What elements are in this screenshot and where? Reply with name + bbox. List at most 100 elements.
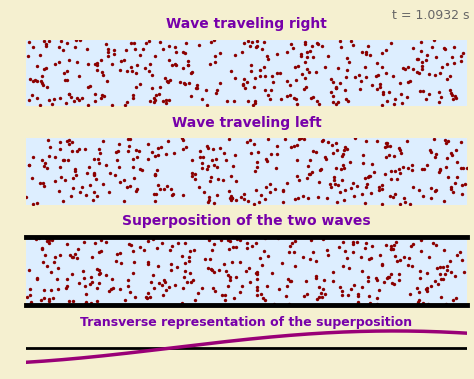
Point xyxy=(404,78,412,85)
Point xyxy=(33,94,41,100)
Point xyxy=(29,44,36,50)
Point xyxy=(317,166,324,172)
Point xyxy=(222,268,229,274)
Point xyxy=(154,245,161,251)
Point xyxy=(342,96,350,102)
Point xyxy=(461,181,469,187)
Point xyxy=(232,197,240,203)
Point xyxy=(83,171,91,177)
Point xyxy=(424,161,431,168)
Point xyxy=(38,157,46,163)
Point xyxy=(252,75,259,81)
Point xyxy=(84,102,91,108)
Point xyxy=(154,145,162,151)
Point xyxy=(324,252,332,258)
Point xyxy=(263,283,271,289)
Point xyxy=(303,175,310,182)
Point xyxy=(29,153,37,160)
Point xyxy=(423,57,430,63)
Point xyxy=(407,291,414,297)
Point xyxy=(305,69,313,75)
Point xyxy=(390,242,398,248)
Point xyxy=(303,54,311,60)
Point xyxy=(210,285,217,291)
Point xyxy=(356,86,364,92)
Point xyxy=(62,177,69,183)
Point xyxy=(388,40,395,46)
Point xyxy=(38,74,46,80)
Point xyxy=(300,293,307,299)
Point xyxy=(33,276,40,282)
Point xyxy=(113,157,120,163)
Point xyxy=(383,275,391,281)
Point xyxy=(338,153,346,159)
Point xyxy=(441,46,449,52)
Point xyxy=(179,300,186,306)
Point xyxy=(367,190,374,196)
Point xyxy=(413,69,421,75)
Point xyxy=(419,66,426,72)
Point xyxy=(191,176,199,182)
Point xyxy=(129,164,137,171)
Point xyxy=(373,86,381,92)
Point xyxy=(424,301,431,307)
Point xyxy=(125,143,133,149)
Point xyxy=(327,185,335,191)
Point xyxy=(382,154,390,160)
Point xyxy=(437,276,445,282)
Point xyxy=(43,165,50,171)
Point xyxy=(365,256,373,262)
Point xyxy=(56,252,64,258)
Point xyxy=(432,154,439,160)
Point xyxy=(150,95,157,101)
Point xyxy=(264,252,272,258)
Point xyxy=(351,193,358,199)
Point xyxy=(130,156,137,162)
Point xyxy=(302,84,310,90)
Point xyxy=(315,101,322,107)
Point xyxy=(74,246,82,252)
Point xyxy=(460,269,467,275)
Point xyxy=(330,177,337,183)
Point xyxy=(97,236,104,243)
Point xyxy=(336,80,344,86)
Point xyxy=(139,167,146,173)
Point xyxy=(227,197,234,204)
Point xyxy=(383,143,391,149)
Point xyxy=(403,138,410,144)
Point xyxy=(40,38,48,44)
Point xyxy=(291,143,298,149)
Point xyxy=(286,92,294,98)
Point xyxy=(376,84,384,90)
Point xyxy=(94,156,102,162)
Point xyxy=(252,187,260,193)
Point xyxy=(449,297,457,303)
Point xyxy=(358,78,365,85)
Point xyxy=(121,297,128,303)
Point xyxy=(379,186,386,192)
Point xyxy=(332,85,340,91)
Point xyxy=(445,138,452,144)
Point xyxy=(41,252,49,258)
Point xyxy=(315,294,323,300)
Point xyxy=(184,63,192,69)
Point xyxy=(210,269,218,275)
Point xyxy=(237,194,245,200)
Point xyxy=(75,146,82,152)
Point xyxy=(457,139,465,145)
Point xyxy=(301,86,308,92)
Point xyxy=(329,93,337,99)
Point xyxy=(111,172,118,178)
Point xyxy=(437,166,444,172)
Point xyxy=(399,164,407,171)
Point xyxy=(209,247,216,253)
Point xyxy=(432,187,439,193)
Point xyxy=(90,171,98,177)
Point xyxy=(368,243,376,249)
Point xyxy=(221,297,229,303)
Point xyxy=(340,147,347,153)
Point xyxy=(280,187,287,193)
Point xyxy=(255,149,262,155)
Point xyxy=(339,239,347,245)
Point xyxy=(33,275,41,281)
